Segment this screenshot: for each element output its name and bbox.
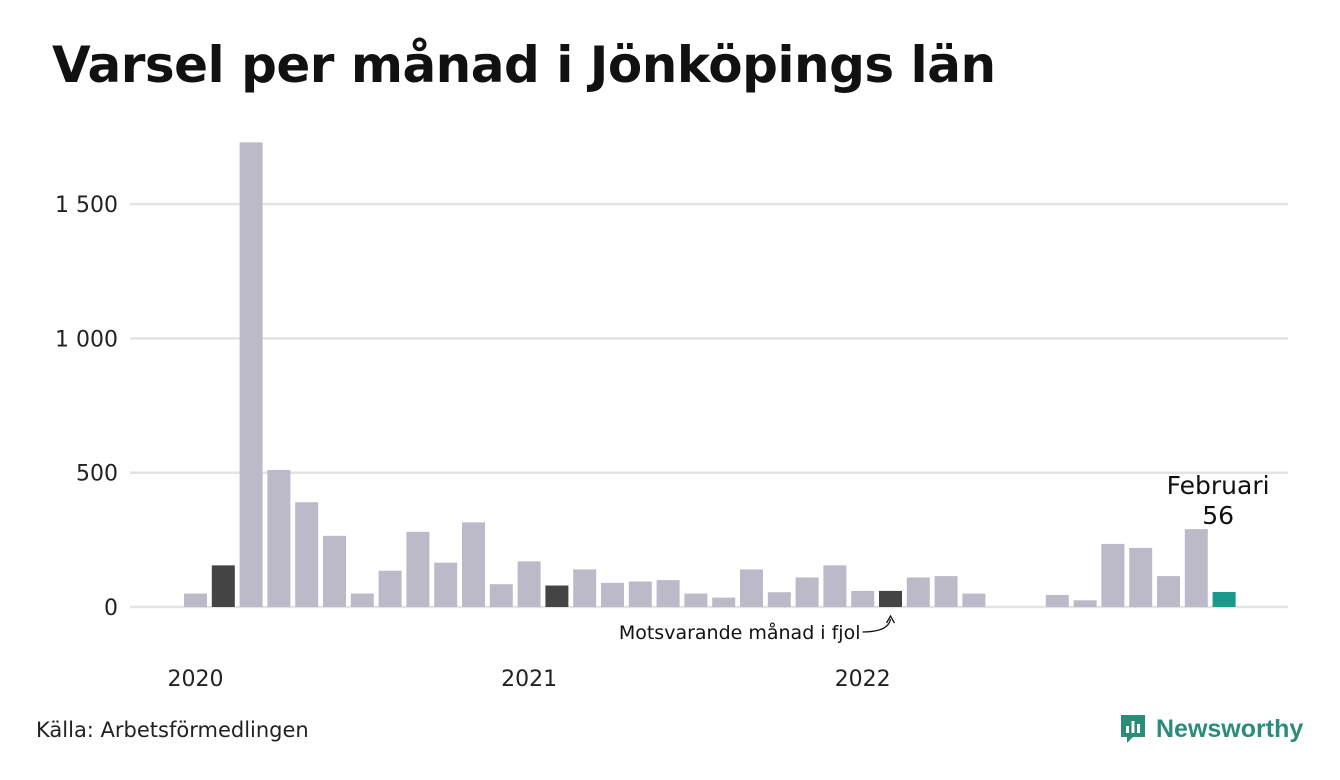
- bar: [489, 584, 513, 607]
- bar-previous-year: [211, 565, 235, 607]
- bar: [1101, 543, 1125, 607]
- y-tick-label: 1 000: [55, 327, 118, 352]
- bar-previous-year: [545, 585, 569, 607]
- bar: [350, 593, 374, 607]
- bar: [295, 502, 319, 607]
- bar: [823, 565, 847, 607]
- bar: [684, 593, 708, 607]
- x-year-label: 2022: [835, 667, 891, 692]
- newsworthy-brand[interactable]: Newsworthy: [1118, 712, 1303, 746]
- bar: [628, 581, 652, 607]
- bar: [267, 470, 291, 607]
- bar: [740, 569, 763, 607]
- bar: [406, 531, 430, 607]
- x-year-label: 2021: [501, 667, 557, 692]
- bar: [656, 580, 680, 607]
- bar: [573, 569, 597, 607]
- bar: [851, 590, 875, 607]
- bar: [239, 142, 263, 607]
- annotation-arrow: [862, 618, 892, 633]
- y-tick-label: 1 500: [55, 193, 118, 218]
- bar: [378, 570, 402, 607]
- y-tick-label: 0: [104, 596, 118, 621]
- annotation-text: Motsvarande månad i fjol: [619, 621, 861, 644]
- y-tick-label: 500: [76, 462, 118, 487]
- bar: [323, 535, 346, 607]
- bar: [962, 593, 986, 607]
- bar: [1157, 576, 1180, 607]
- axis-labels: 0 500 1 000 1 500 2020 2021 2022: [55, 193, 891, 692]
- annotation-arrowhead: [885, 614, 896, 624]
- bar: [601, 582, 624, 607]
- x-year-label: 2020: [168, 667, 224, 692]
- brand-name: Newsworthy: [1156, 714, 1304, 743]
- bar: [906, 577, 930, 607]
- bar: [712, 597, 736, 607]
- bar: [934, 576, 958, 607]
- bars: [184, 142, 1236, 607]
- highlight-value-label: 56: [1202, 501, 1234, 530]
- chart-title: Varsel per månad i Jönköpings län: [52, 36, 996, 94]
- bar-previous-year: [879, 590, 902, 607]
- newsworthy-logo-icon: [1121, 715, 1145, 743]
- bar: [767, 592, 791, 607]
- bar: [1073, 600, 1097, 607]
- bar: [1184, 529, 1208, 607]
- bar: [1129, 547, 1153, 607]
- bar: [795, 577, 819, 607]
- bar: [517, 561, 541, 607]
- highlight-month-label: Februari: [1167, 471, 1270, 500]
- source-note: Källa: Arbetsförmedlingen: [36, 718, 309, 742]
- bar: [462, 522, 485, 607]
- bar: [434, 562, 458, 607]
- bar: [184, 593, 207, 607]
- bar-current-month: [1212, 591, 1236, 607]
- bar: [1045, 594, 1069, 607]
